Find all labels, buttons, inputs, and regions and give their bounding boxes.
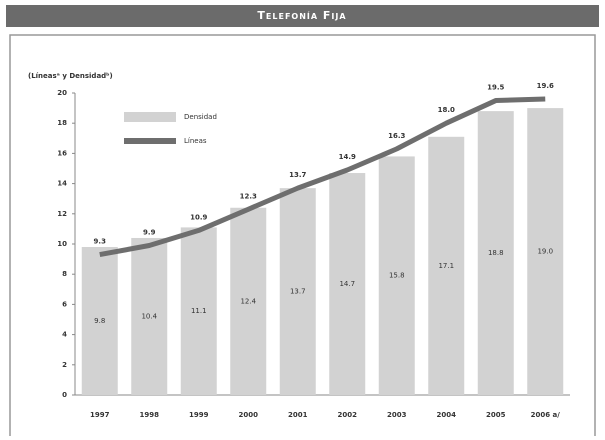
header-bar bbox=[6, 5, 599, 27]
x-tick-label: 1998 bbox=[140, 411, 160, 419]
bar-value-label: 18.8 bbox=[488, 249, 504, 257]
bar bbox=[81, 247, 118, 395]
bar bbox=[477, 111, 514, 396]
line-value-label: 19.5 bbox=[487, 84, 504, 92]
y-tick-label: 10 bbox=[57, 240, 67, 248]
y-tick-label: 16 bbox=[57, 149, 67, 157]
x-tick-label: 2001 bbox=[288, 411, 308, 419]
y-tick-label: 20 bbox=[57, 89, 67, 97]
line-value-label: 9.3 bbox=[94, 238, 107, 246]
line bbox=[99, 96, 546, 258]
y-tick-label: 0 bbox=[62, 391, 67, 399]
y-tick-label: 6 bbox=[62, 300, 67, 308]
bar-value-label: 10.4 bbox=[141, 312, 157, 320]
bar bbox=[378, 156, 415, 395]
bar-value-label: 9.8 bbox=[94, 317, 105, 325]
chart-frame bbox=[9, 34, 596, 440]
x-tick-label: 1999 bbox=[189, 411, 209, 419]
x-tick-label: 2003 bbox=[387, 411, 407, 419]
bar-value-label: 15.8 bbox=[389, 272, 405, 280]
x-tick-label: 2004 bbox=[437, 411, 457, 419]
line-value-label: 19.6 bbox=[537, 82, 554, 90]
x-tick-label: 1997 bbox=[90, 411, 110, 419]
bar-value-label: 14.7 bbox=[339, 280, 355, 288]
y-tick-label: 12 bbox=[57, 210, 67, 218]
line-value-label: 14.9 bbox=[339, 153, 356, 161]
line-value-label: 12.3 bbox=[240, 192, 257, 200]
bar-value-label: 13.7 bbox=[290, 288, 306, 296]
bar-value-label: 12.4 bbox=[240, 297, 256, 305]
x-tick-label: 2005 bbox=[486, 411, 506, 419]
y-tick-label: 2 bbox=[62, 361, 67, 369]
bar bbox=[329, 173, 366, 395]
x-tick-label: 2000 bbox=[239, 411, 259, 419]
legend-swatch bbox=[124, 112, 176, 122]
y-tick-label: 18 bbox=[57, 119, 67, 127]
bar bbox=[428, 136, 465, 396]
y-tick-label: 14 bbox=[57, 180, 67, 188]
legend-label: Líneas bbox=[184, 137, 207, 145]
line-value-label: 13.7 bbox=[289, 171, 306, 179]
header-title: Telefonía Fija bbox=[257, 9, 346, 22]
x-tick-label: 2002 bbox=[338, 411, 358, 419]
line-value-label: 16.3 bbox=[388, 132, 405, 140]
x-tick-label: 2006 a/ bbox=[531, 411, 561, 419]
legend-swatch bbox=[124, 138, 176, 144]
legend-label: Densidad bbox=[184, 113, 217, 121]
bar bbox=[527, 108, 564, 395]
y-axis-label: (Líneasᵃ y Densidadᵇ) bbox=[28, 72, 113, 80]
bar bbox=[131, 237, 168, 395]
line-value-label: 10.9 bbox=[190, 213, 207, 221]
y-tick-label: 8 bbox=[62, 270, 67, 278]
bar bbox=[279, 188, 316, 395]
line-value-label: 9.9 bbox=[143, 229, 156, 237]
y-tick-label: 4 bbox=[62, 331, 67, 339]
line-value-label: 18.0 bbox=[438, 106, 455, 114]
bar bbox=[230, 207, 267, 395]
bar bbox=[180, 227, 217, 395]
bar-value-label: 19.0 bbox=[537, 248, 553, 256]
bar-value-label: 17.1 bbox=[438, 262, 454, 270]
bar-value-label: 11.1 bbox=[191, 307, 207, 315]
